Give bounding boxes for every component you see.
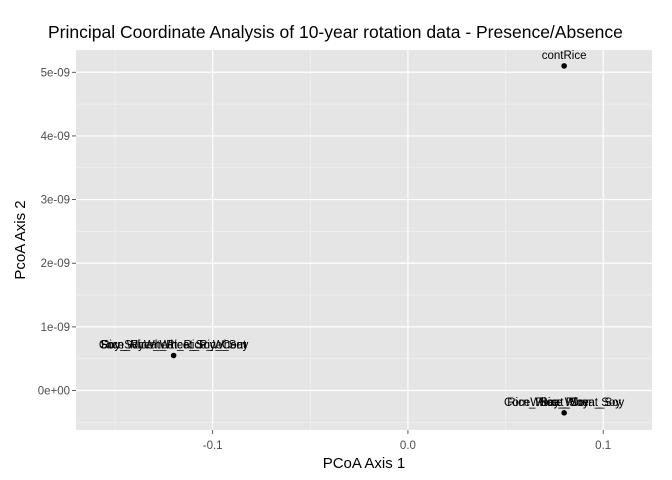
data-point-label: Corn_Rice_Wheat_Rice_Soy (99, 340, 249, 352)
data-point-label: RiceSoyWheat_Rice_Wheat (101, 340, 247, 352)
data-point-labels: contRice Corn_Rice_Wheat_Rice_SoyRiceSoyW… (99, 50, 625, 409)
y-tick-label: 0e+00 (38, 386, 70, 398)
plot-panel (76, 50, 652, 430)
data-point-label: Soy_Wheat_Rice_Soy_Corn (100, 340, 246, 352)
data-point-label: Soy_Rice (540, 397, 589, 409)
y-tick-labels: 0e+00 1e-09 2e-09 3e-09 4e-09 5e-09 (38, 67, 76, 398)
x-axis-title: PCoA Axis 1 (323, 455, 406, 472)
x-tick-label: 0.0 (400, 440, 416, 452)
data-point (170, 352, 177, 359)
data-point-label: contRice (542, 50, 587, 62)
grid-lines (76, 50, 652, 430)
y-tick-label: 4e-09 (41, 131, 70, 143)
y-tick-label: 2e-09 (41, 258, 70, 270)
data-point (561, 63, 567, 69)
y-tick-label: 5e-09 (41, 67, 70, 79)
data-point-label: Corn_Rice_Wheat_Soy (504, 397, 624, 409)
x-tick-label: 0.1 (595, 440, 611, 452)
x-tick-labels: -0.1 0.0 0.1 (203, 430, 611, 452)
x-tick-label: -0.1 (203, 440, 223, 452)
y-tick-label: 1e-09 (41, 322, 70, 334)
y-axis-title: PcoA Axis 2 (12, 200, 29, 279)
y-tick-label: 3e-09 (41, 195, 70, 207)
data-point-label: RiceWheat_Corn_Soy (507, 397, 621, 409)
data-point-label: Rice_Soy (540, 397, 589, 409)
data-points (170, 63, 567, 416)
data-point (561, 410, 567, 416)
chart-title: Principal Coordinate Analysis of 10-year… (48, 22, 623, 42)
